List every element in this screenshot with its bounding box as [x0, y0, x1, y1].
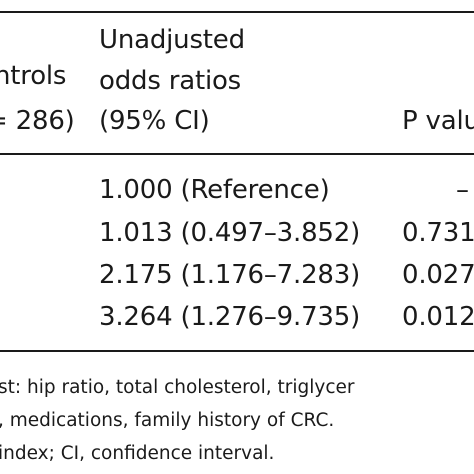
header-controls-line1: ntrols — [0, 61, 67, 91]
p-value-cell: 0.731 — [402, 218, 474, 248]
p-value-cell: – — [456, 175, 469, 205]
header-odds-line2: odds ratios — [99, 66, 242, 96]
p-value-cell: 0.012 — [402, 302, 474, 332]
odds-ratio-cell: 1.000 (Reference) — [99, 175, 330, 205]
odds-ratio-cell: 2.175 (1.176–7.283) — [99, 260, 361, 290]
header-p-line1: P valu — [402, 106, 474, 136]
top-rule — [0, 11, 474, 13]
bottom-rule — [0, 350, 474, 352]
header-controls-line2: = 286) — [0, 106, 75, 136]
odds-ratio-cell: 1.013 (0.497–3.852) — [99, 218, 361, 248]
footnote-line: index; CI, confidence interval. — [0, 443, 275, 464]
p-value-cell: 0.027 — [402, 260, 474, 290]
header-rule — [0, 153, 474, 155]
header-odds-line1: Unadjusted — [99, 25, 245, 55]
header-odds-line3: (95% CI) — [99, 106, 210, 136]
footnote-line: st: hip ratio, total cholesterol, trigly… — [0, 377, 355, 398]
odds-ratio-cell: 3.264 (1.276–9.735) — [99, 302, 361, 332]
footnote-line: , medications, family history of CRC. — [0, 410, 335, 431]
